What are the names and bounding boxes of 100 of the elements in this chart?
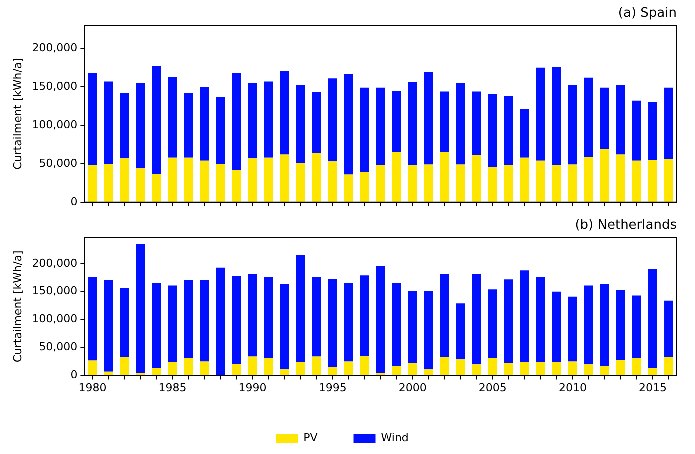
bar [344,362,354,376]
bar [568,296,578,362]
bar [232,276,242,364]
bar [584,286,594,365]
bar [200,280,210,362]
bar [520,270,530,362]
bar [664,88,674,160]
bar [120,93,130,159]
x-tick-label: 1995 [318,381,347,394]
bar [88,277,98,361]
bar [280,154,290,202]
bar [424,164,434,202]
bar [200,87,210,161]
bar [280,370,290,376]
bar [648,160,658,202]
bar [200,362,210,376]
bar [104,372,114,376]
bar [552,67,562,166]
bar [440,92,450,152]
x-tick-label: 2010 [558,381,587,394]
bar [664,159,674,202]
bar [248,356,258,376]
bar [88,360,98,376]
bar [408,82,418,166]
bar [296,254,306,362]
bar [616,290,626,360]
bar [152,283,162,369]
bar [424,370,434,376]
bar [328,279,338,368]
bar [472,156,482,202]
bar [88,166,98,202]
bar [168,158,178,202]
bar [264,158,274,202]
bar [328,78,338,162]
bar [440,274,450,358]
bar [216,97,226,164]
bar [536,160,546,202]
bar [280,284,290,370]
y-tick-label: 50,000 [39,340,78,354]
bar [568,164,578,202]
bar [584,157,594,202]
bar [152,368,162,376]
bar [232,364,242,376]
bar [632,100,642,161]
bar [408,363,418,376]
bar [232,170,242,202]
bar [216,164,226,202]
bar [360,88,370,172]
bar [536,277,546,362]
bar [584,78,594,158]
bar [456,360,466,376]
bar [408,166,418,202]
bar [232,73,242,170]
bar [392,283,402,366]
bar [552,166,562,202]
bar [152,174,162,202]
bar [184,158,194,202]
bar [184,358,194,376]
bar [456,164,466,202]
bar [264,277,274,358]
bar [504,96,514,166]
bar [648,269,658,368]
chart-title: (b) Netherlands [575,218,678,234]
bar [568,86,578,165]
bar [392,366,402,376]
bar [88,73,98,166]
y-tick-label: 200,000 [32,42,78,55]
bar [424,72,434,165]
y-tick-label: 0 [70,368,78,382]
bar [104,280,114,372]
y-tick-label: 150,000 [32,284,78,298]
bar [664,300,674,358]
bar [616,360,626,376]
legend-label: Wind [381,431,409,444]
bar [376,166,386,202]
bar [120,158,130,202]
bar [552,292,562,362]
bar [264,358,274,376]
bar [488,358,498,376]
bar [312,92,322,154]
bar [280,70,290,155]
bar [456,83,466,165]
bar [504,166,514,202]
bar [600,88,610,150]
bar [392,90,402,152]
bar [440,357,450,376]
bar [488,290,498,358]
bar [120,357,130,376]
bar [616,86,626,155]
y-tick-label: 200,000 [32,256,78,270]
bar [600,284,610,366]
bar [152,66,162,174]
bar [600,366,610,376]
bar [360,172,370,202]
bar [440,152,450,202]
bar [632,358,642,376]
bar [344,174,354,202]
bar [104,164,114,202]
x-tick-label: 1980 [78,381,107,394]
bar [424,291,434,370]
